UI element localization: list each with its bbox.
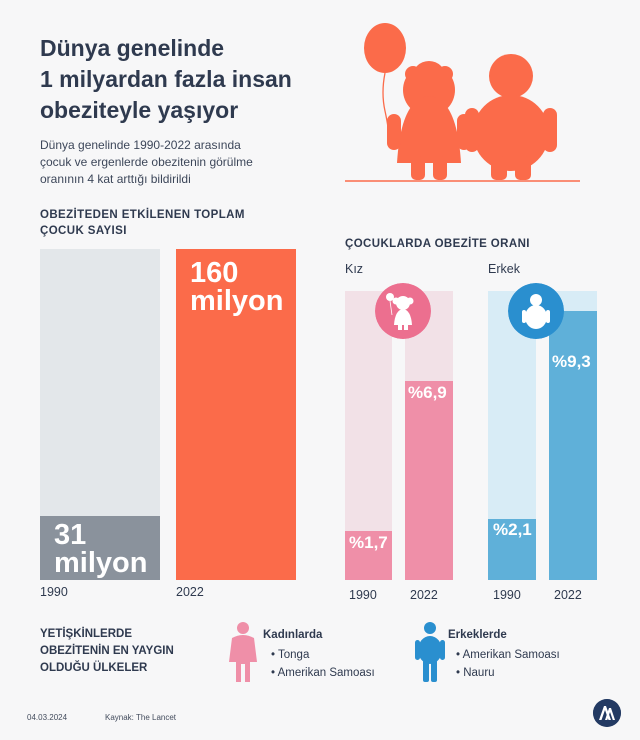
bar-value-label: %1,7 [349,533,388,552]
subtitle-line: Dünya genelinde 1990-2022 arasında [40,138,241,152]
value-unit: milyon [190,285,284,317]
x-tick-label: 1990 [349,588,377,602]
x-tick-label: 1990 [40,585,68,599]
chart-title-line: ÇOCUK SAYISI [40,225,127,237]
x-tick-label: 2022 [554,588,582,602]
value-number: 31 [54,519,87,551]
x-tick-label: 1990 [493,588,521,602]
bar-girls-2022 [405,381,453,580]
men-country-item: • Amerikan Samoası [456,649,560,661]
women-country-item: • Amerikan Samoası [271,667,375,679]
bar-value-label-2022: 160 milyon [190,257,284,317]
heading-line: YETİŞKİNLERDE [40,628,133,640]
value-unit: milyon [54,547,148,579]
total-count-chart-title: OBEZİTEDEN ETKİLENEN TOPLAM ÇOCUK SAYISI [40,207,245,239]
title-line: Dünya genelinde [40,35,225,61]
bar-2022 [176,249,296,580]
men-country-item: • Nauru [456,667,495,679]
heading-line: OBEZİTENİN EN YAYGIN [40,645,174,657]
value-number: 160 [190,257,239,289]
countries-heading: YETİŞKİNLERDE OBEZİTENİN EN YAYGIN OLDUĞ… [40,626,174,677]
bar-value-label: %2,1 [493,520,532,539]
footer-source: Kaynak: The Lancet [105,713,177,722]
rate-chart-title: ÇOCUKLARDA OBEZİTE ORANI [345,238,530,250]
bar-1990 [40,516,160,580]
woman-icon [229,622,257,682]
girl-badge-icon [375,283,431,339]
page-subtitle: Dünya genelinde 1990-2022 arasında çocuk… [40,137,330,188]
chart-title-line: OBEZİTEDEN ETKİLENEN TOPLAM [40,209,245,221]
title-line: obeziteyle yaşıyor [40,97,239,123]
women-country-item: • Tonga [271,649,310,661]
subtitle-line: çocuk ve ergenlerde obezitenin görülme [40,155,253,169]
page-title: Dünya genelinde 1 milyardan fazla insan … [40,33,350,126]
x-tick-label: 2022 [410,588,438,602]
bar-girls-1990 [345,531,392,580]
boy-badge-icon [508,283,564,339]
bar-value-label: %9,3 [552,352,591,371]
series-label-boys: Erkek [488,262,520,276]
children-illustration [345,23,580,182]
man-icon [415,622,445,682]
footer-date: 04.03.2024 [27,713,68,722]
bar-boys-1990 [488,519,536,580]
series-label-girls: Kız [345,262,364,276]
heading-line: OLDUĞU ÜLKELER [40,662,148,674]
title-line: 1 milyardan fazla insan [40,66,292,92]
men-label: Erkeklerde [448,629,507,641]
bar-value-label: %6,9 [408,383,447,402]
x-tick-label: 2022 [176,585,204,599]
bar-value-label-1990: 31 milyon [54,519,148,579]
subtitle-line: oranının 4 kat arttığı bildirildi [40,172,191,186]
bar-boys-2022 [549,311,597,580]
agency-logo-icon [593,699,621,727]
women-label: Kadınlarda [263,629,323,641]
